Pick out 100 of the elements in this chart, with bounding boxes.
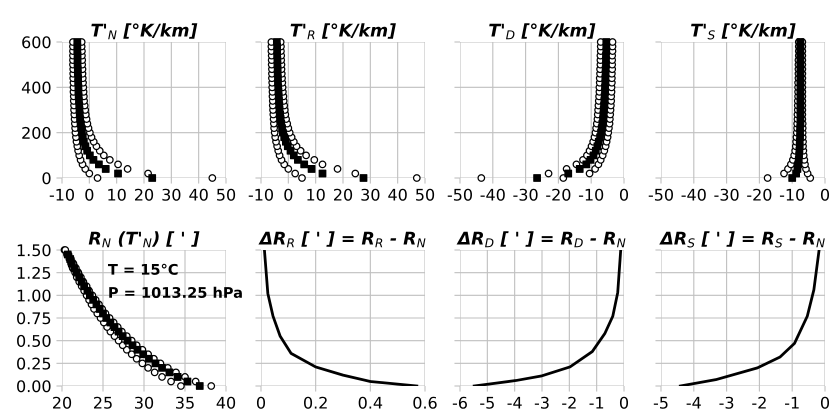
point: [602, 38, 610, 46]
point: [272, 38, 281, 46]
point: [318, 170, 326, 178]
x-tick-label: 20: [334, 188, 352, 201]
y-tick-label: 600: [22, 36, 51, 48]
x-tick-label: -4: [686, 396, 701, 409]
x-tick-label: -10: [780, 188, 804, 201]
point: [360, 174, 368, 182]
point: [412, 174, 421, 182]
x-tick-label: -2: [562, 396, 576, 409]
x-tick-label: 35: [176, 396, 194, 409]
x-tick-label: 0: [284, 188, 292, 201]
y-tick-label: 1.50: [18, 244, 51, 256]
point: [144, 364, 152, 372]
point: [318, 160, 326, 168]
y-tick-label: 200: [22, 126, 51, 139]
x-tick-label: 30: [162, 188, 180, 201]
chart-title: ΔR$_{R}$ [ ' ] = R$_{R}$ - R$_{N}$: [258, 231, 426, 248]
x-tick-label: 10: [307, 188, 325, 201]
chart-title: T'$_{N}$ [°K/km]: [91, 23, 198, 40]
point: [184, 378, 192, 386]
x-tick-label: -3: [534, 396, 549, 409]
x-tick-label: 30: [361, 188, 380, 201]
point: [208, 174, 216, 182]
x-tick-label: 0: [620, 396, 628, 409]
chart-title: T'$_{D}$ [°K/km]: [489, 23, 596, 40]
x-tick-label: -1: [785, 396, 799, 409]
x-tick-label: -4: [507, 396, 522, 409]
point: [586, 170, 594, 178]
point: [167, 378, 175, 386]
point: [334, 165, 342, 173]
x-tick-label: 40: [216, 396, 236, 409]
x-tick-label: 40: [388, 188, 407, 201]
point: [114, 170, 122, 178]
point: [310, 156, 318, 164]
point: [158, 373, 166, 381]
y-tick-label: 0.25: [17, 358, 50, 370]
x-tick-label: -50: [648, 188, 673, 201]
point: [302, 151, 310, 160]
x-tick-label: 0.4: [358, 396, 382, 409]
point: [300, 160, 308, 168]
point: [145, 354, 153, 363]
point: [166, 368, 174, 376]
point: [100, 151, 108, 160]
annotation: T = 15°C: [108, 264, 178, 275]
point: [764, 174, 772, 182]
x-tick-label: -10: [248, 188, 273, 201]
point: [106, 156, 114, 164]
x-tick-label: 20: [135, 188, 154, 201]
point: [73, 38, 82, 46]
x-tick-label: -2: [752, 396, 766, 409]
x-tick-label: 30: [135, 396, 154, 409]
point: [158, 364, 166, 372]
point: [284, 165, 292, 173]
y-tick-label: 0.00: [17, 380, 51, 392]
x-tick-label: 50: [217, 188, 236, 201]
point: [298, 174, 306, 182]
point: [85, 170, 94, 178]
x-tick-label: 0: [820, 188, 830, 201]
point: [308, 165, 316, 173]
x-tick-label: -5: [480, 396, 494, 409]
point: [174, 373, 182, 381]
point: [207, 382, 216, 390]
x-tick-label: 10: [108, 188, 126, 201]
x-tick-label: -40: [480, 188, 505, 201]
point: [124, 165, 132, 173]
x-tick-label: -20: [747, 188, 772, 201]
x-tick-label: 50: [416, 188, 434, 201]
point: [150, 368, 159, 376]
point: [533, 174, 541, 182]
point: [477, 174, 486, 182]
point: [152, 359, 160, 368]
point: [138, 359, 146, 368]
x-tick-label: -6: [452, 396, 467, 409]
point: [351, 170, 360, 178]
point: [564, 170, 572, 178]
y-tick-label: 1.00: [18, 290, 51, 302]
chart-title: R$_{N}$ (T'$_{N}$) [ ' ]: [88, 231, 200, 248]
point: [576, 165, 584, 173]
x-tick-label: 40: [189, 188, 208, 201]
y-tick-label: 0.50: [17, 334, 51, 347]
x-tick-label: 20: [53, 396, 72, 409]
chart-title: ΔR$_{S}$ [ ' ] = R$_{S}$ - R$_{N}$: [659, 231, 825, 248]
x-tick-label: 25: [94, 396, 112, 409]
point: [132, 354, 140, 363]
point: [291, 170, 300, 178]
annotation: P = 1013.25 hPa: [109, 286, 242, 298]
x-tick-label: 0.6: [413, 396, 437, 409]
y-tick-label: 0: [42, 172, 51, 184]
point: [114, 160, 122, 168]
x-tick-label: -1: [589, 396, 604, 409]
y-tick-label: 1.25: [18, 266, 50, 279]
x-tick-label: 0: [820, 396, 830, 409]
x-tick-label: -10: [578, 188, 604, 201]
point: [196, 382, 204, 390]
x-tick-label: -5: [654, 396, 668, 409]
point: [94, 174, 102, 182]
x-tick-label: -10: [50, 188, 74, 201]
x-tick-label: 0: [85, 188, 94, 201]
x-tick-label: -30: [513, 188, 538, 201]
